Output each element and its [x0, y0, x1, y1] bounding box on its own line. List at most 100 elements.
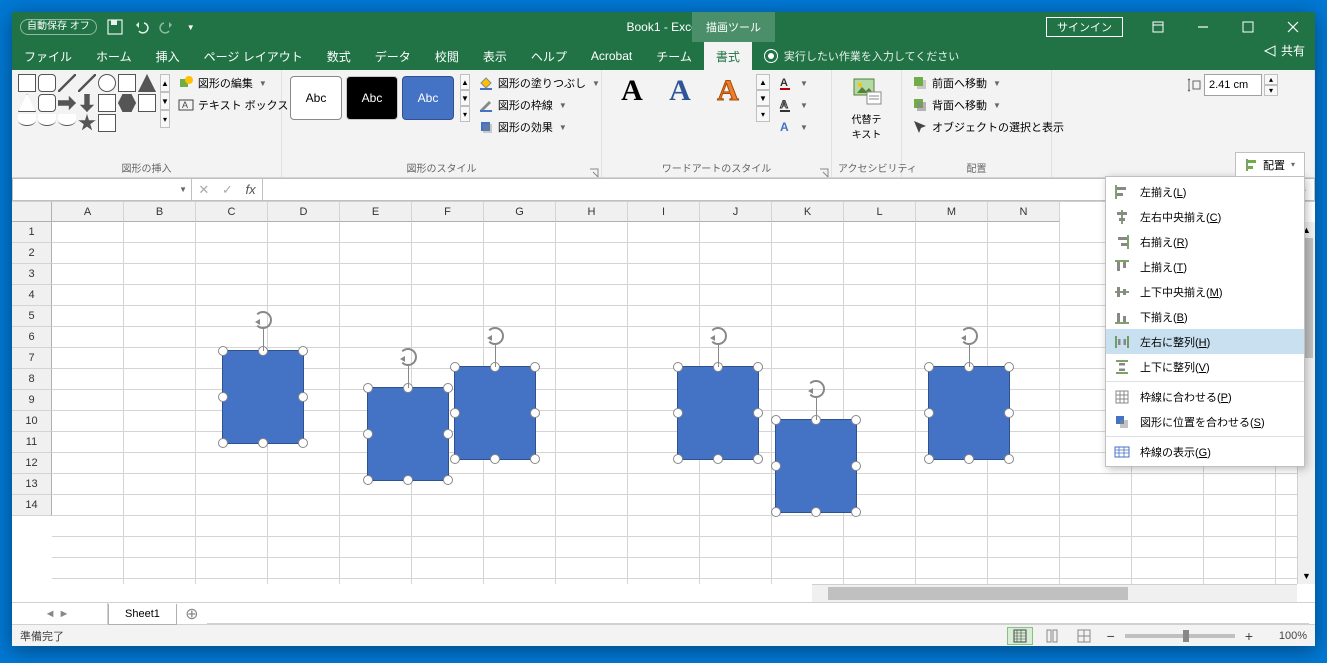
align-split-button[interactable]: 配置▾	[1235, 152, 1305, 176]
column-header[interactable]: A	[52, 202, 124, 222]
signin-button[interactable]: サインイン	[1046, 17, 1123, 37]
row-header[interactable]: 4	[12, 285, 52, 306]
style-preset-1[interactable]: Abc	[290, 76, 342, 120]
tab-data[interactable]: データ	[363, 42, 423, 70]
align-left-item[interactable]: 左揃え(L)	[1106, 179, 1304, 204]
text-fill-button[interactable]: A▼	[774, 74, 812, 92]
column-header[interactable]: I	[628, 202, 700, 222]
resize-handle[interactable]	[218, 392, 228, 402]
resize-handle[interactable]	[450, 454, 460, 464]
resize-handle[interactable]	[530, 454, 540, 464]
enter-formula-icon[interactable]: ✓	[222, 182, 233, 198]
redo-icon[interactable]	[159, 19, 175, 35]
resize-handle[interactable]	[771, 507, 781, 517]
add-sheet-button[interactable]: ⊕	[177, 603, 207, 624]
snap-to-shape-item[interactable]: 図形に位置を合わせる(S)	[1106, 409, 1304, 434]
resize-handle[interactable]	[924, 362, 934, 372]
column-header[interactable]: B	[124, 202, 196, 222]
save-icon[interactable]	[107, 19, 123, 35]
column-header[interactable]: M	[916, 202, 988, 222]
resize-handle[interactable]	[403, 475, 413, 485]
column-header[interactable]: D	[268, 202, 340, 222]
autosave-toggle[interactable]: 自動保存 オフ	[20, 19, 97, 35]
wordart-launcher[interactable]	[819, 165, 829, 175]
resize-handle[interactable]	[713, 454, 723, 464]
fx-icon[interactable]: fx	[246, 182, 256, 197]
resize-handle[interactable]	[811, 507, 821, 517]
resize-handle[interactable]	[443, 429, 453, 439]
shape-fill-button[interactable]: 図形の塗りつぶし▼	[474, 74, 604, 92]
selected-shape[interactable]	[677, 366, 759, 460]
tab-format[interactable]: 書式	[704, 42, 752, 70]
tellme-search[interactable]: 実行したい作業を入力してください	[752, 42, 971, 70]
sheet-nav-buttons[interactable]: ◄ ►	[12, 603, 102, 624]
resize-handle[interactable]	[924, 408, 934, 418]
resize-handle[interactable]	[771, 415, 781, 425]
send-backward-button[interactable]: 背面へ移動▼	[908, 96, 1068, 114]
close-icon[interactable]	[1270, 12, 1315, 42]
view-gridlines-item[interactable]: 枠線の表示(G)	[1106, 439, 1304, 464]
resize-handle[interactable]	[363, 383, 373, 393]
align-bottom-item[interactable]: 下揃え(B)	[1106, 304, 1304, 329]
tab-team[interactable]: チーム	[644, 42, 704, 70]
height-input[interactable]	[1204, 74, 1262, 96]
rotate-handle[interactable]	[807, 380, 825, 398]
maximize-icon[interactable]	[1225, 12, 1270, 42]
undo-icon[interactable]	[133, 19, 149, 35]
resize-handle[interactable]	[218, 438, 228, 448]
shape-styles-launcher[interactable]	[589, 165, 599, 175]
row-header[interactable]: 10	[12, 411, 52, 432]
selected-shape[interactable]	[775, 419, 857, 513]
resize-handle[interactable]	[964, 454, 974, 464]
zoom-in-button[interactable]: +	[1241, 628, 1257, 644]
select-all-triangle[interactable]	[12, 202, 52, 222]
tab-help[interactable]: ヘルプ	[519, 42, 579, 70]
zoom-slider[interactable]	[1125, 634, 1235, 638]
row-header[interactable]: 13	[12, 474, 52, 495]
name-box-input[interactable]	[13, 183, 173, 197]
snap-to-grid-item[interactable]: 枠線に合わせる(P)	[1106, 384, 1304, 409]
resize-handle[interactable]	[1004, 454, 1014, 464]
resize-handle[interactable]	[753, 454, 763, 464]
selected-shape[interactable]	[454, 366, 536, 460]
tab-insert[interactable]: 挿入	[144, 42, 192, 70]
resize-handle[interactable]	[490, 454, 500, 464]
text-effects-button[interactable]: A▼	[774, 118, 812, 136]
rotate-handle[interactable]	[486, 327, 504, 345]
resize-handle[interactable]	[298, 438, 308, 448]
resize-handle[interactable]	[443, 383, 453, 393]
selection-pane-button[interactable]: オブジェクトの選択と表示	[908, 118, 1068, 136]
column-header[interactable]: J	[700, 202, 772, 222]
cancel-formula-icon[interactable]: ✕	[198, 182, 209, 198]
tab-acrobat[interactable]: Acrobat	[579, 42, 644, 70]
resize-handle[interactable]	[443, 475, 453, 485]
style-preset-2[interactable]: Abc	[346, 76, 398, 120]
bring-forward-button[interactable]: 前面へ移動▼	[908, 74, 1068, 92]
share-button[interactable]: 共有	[1263, 42, 1305, 59]
column-header[interactable]: F	[412, 202, 484, 222]
view-page-layout-icon[interactable]	[1039, 627, 1065, 645]
style-preset-3[interactable]: Abc	[402, 76, 454, 120]
style-gallery-spinner[interactable]: ▲▼▾	[460, 74, 470, 122]
selected-shape[interactable]	[928, 366, 1010, 460]
rotate-handle[interactable]	[709, 327, 727, 345]
resize-handle[interactable]	[753, 408, 763, 418]
resize-handle[interactable]	[673, 454, 683, 464]
align-top-item[interactable]: 上揃え(T)	[1106, 254, 1304, 279]
resize-handle[interactable]	[530, 408, 540, 418]
align-right-item[interactable]: 右揃え(R)	[1106, 229, 1304, 254]
resize-handle[interactable]	[363, 429, 373, 439]
column-header[interactable]: K	[772, 202, 844, 222]
column-header[interactable]: G	[484, 202, 556, 222]
row-header[interactable]: 14	[12, 495, 52, 516]
tab-file[interactable]: ファイル	[12, 42, 84, 70]
view-normal-icon[interactable]	[1007, 627, 1033, 645]
sheet-tab-1[interactable]: Sheet1	[108, 604, 177, 625]
column-header[interactable]: L	[844, 202, 916, 222]
resize-handle[interactable]	[218, 346, 228, 356]
tab-home[interactable]: ホーム	[84, 42, 144, 70]
name-box[interactable]: ▼	[12, 178, 192, 201]
minimize-icon[interactable]	[1180, 12, 1225, 42]
distribute-v-item[interactable]: 上下に整列(V)	[1106, 354, 1304, 379]
resize-handle[interactable]	[258, 438, 268, 448]
